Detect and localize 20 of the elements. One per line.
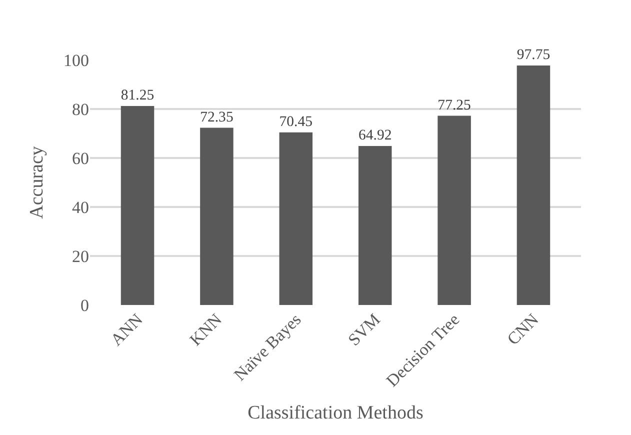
bar [516,66,550,305]
bar [120,106,154,305]
y-tick-label: 20 [72,246,89,266]
data-label: 81.25 [120,88,154,104]
bar [279,132,313,305]
data-label: 70.45 [279,114,313,130]
x-axis-title: Classification Methods [248,402,424,424]
bar [200,128,234,305]
bar [438,116,471,305]
data-label: 64.92 [358,128,392,144]
y-tick-label: 100 [64,50,89,70]
y-axis-title: Accuracy [26,146,48,219]
data-label: 77.25 [438,97,471,114]
data-label: 72.35 [200,109,234,126]
y-tick-label: 60 [72,148,89,168]
y-tick-label: 0 [80,296,89,315]
data-label: 97.75 [516,47,550,64]
y-tick-label: 80 [72,100,89,119]
bar [358,146,392,305]
y-tick-label: 40 [72,198,89,217]
